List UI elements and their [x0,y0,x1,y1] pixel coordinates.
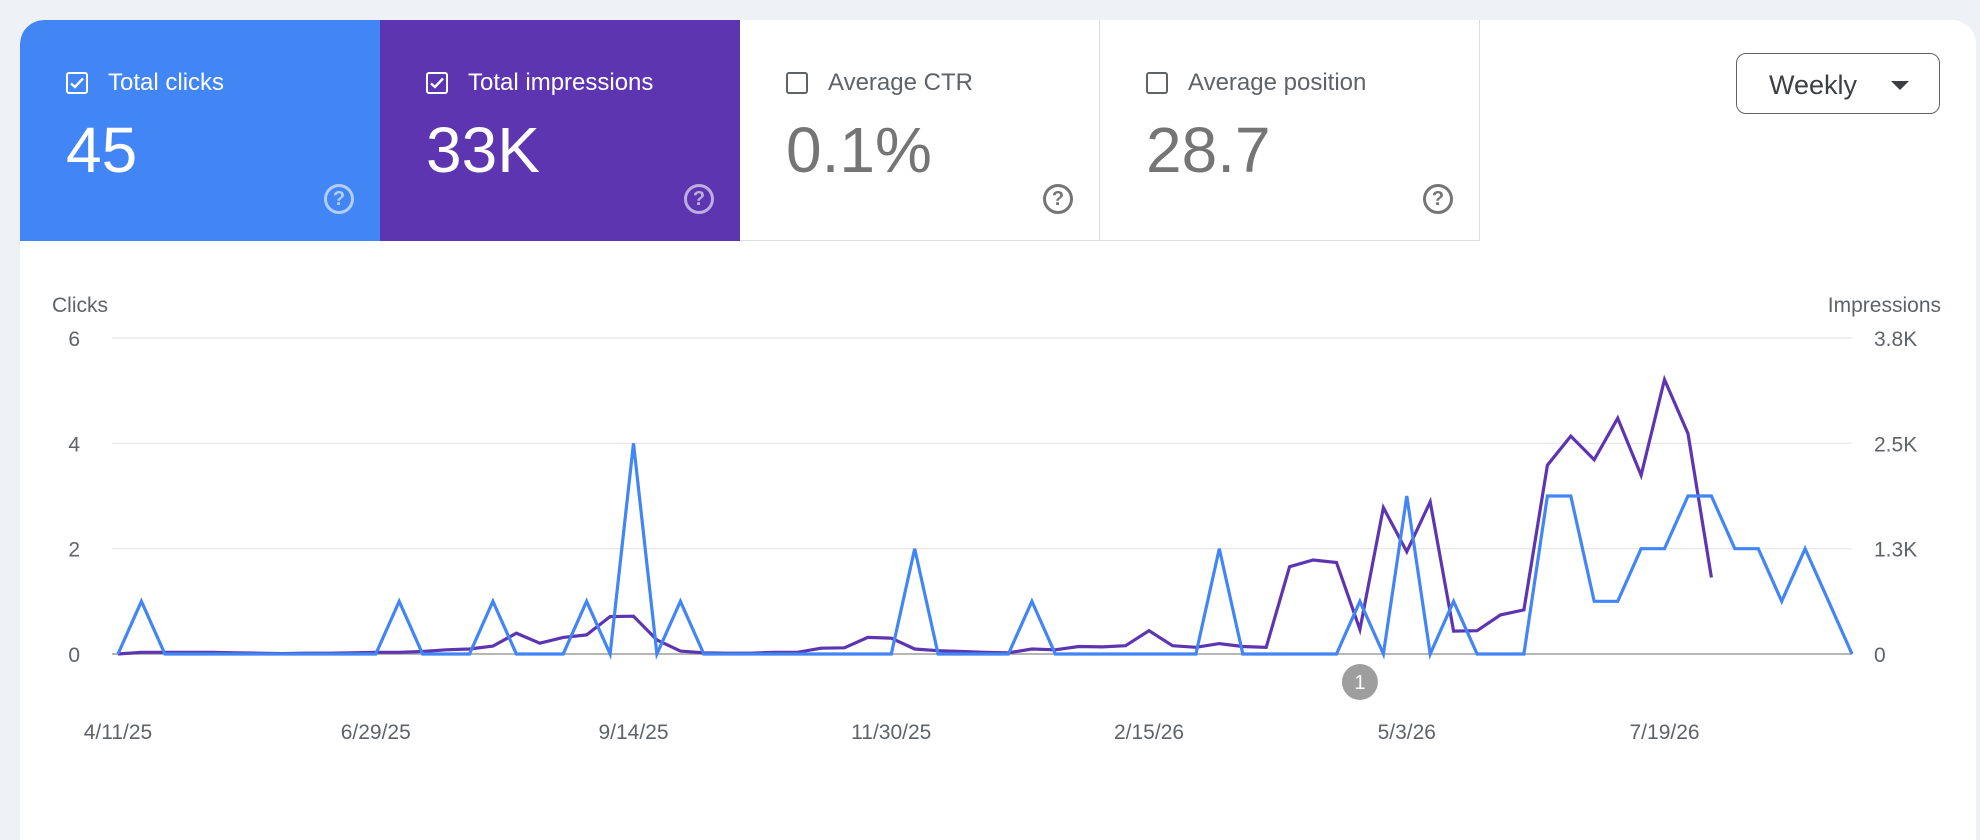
help-icon[interactable]: ? [1043,184,1073,214]
metric-card-average-position[interactable]: Average position 28.7 ? [1100,20,1480,241]
help-icon[interactable]: ? [324,184,354,214]
y-axis-title-left: Clicks [52,294,108,317]
performance-panel: Total clicks 45 ? Total impressions 33K … [20,20,1976,840]
y-tick-label-left: 2 [68,539,80,562]
x-tick-label: 4/11/25 [84,721,153,744]
x-tick-label: 5/3/26 [1378,721,1436,744]
metric-label: Average position [1188,69,1367,96]
metric-value: 0.1% [786,114,932,186]
y-tick-label-left: 0 [68,644,80,667]
metric-label: Total impressions [468,69,654,96]
metric-card-total-clicks[interactable]: Total clicks 45 ? [20,20,380,241]
x-tick-label: 2/15/26 [1114,721,1184,744]
metric-card-total-impressions[interactable]: Total impressions 33K ? [380,20,740,241]
impressions-series-line [117,374,1713,656]
clicks-series-line [116,443,1854,661]
checkbox-checked-icon[interactable] [66,72,88,94]
performance-chart: 6 3.8K 4 2.5K 2 1.3K 0 0 Clicks Impressions 4/11/2… [52,294,1941,744]
annotation-marker[interactable] [1341,664,1378,700]
x-tick-label: 11/30/25 [851,721,931,744]
checkbox-checked-icon[interactable] [426,72,448,94]
y-tick-label-right: 2.5K [1874,433,1917,456]
y-tick-label-left: 4 [68,433,80,456]
annotation-marker-label[interactable]: 1 [1354,672,1365,694]
metric-value: 45 [66,114,138,186]
help-icon[interactable]: ? [1423,184,1453,214]
period-dropdown[interactable]: Weekly [1736,53,1940,114]
caret-down-icon [1891,81,1909,90]
x-tick-label: 7/19/26 [1630,721,1700,744]
y-tick-label-right: 1.3K [1874,539,1917,562]
checkbox-unchecked-icon[interactable] [1146,72,1168,94]
metric-value: 33K [426,114,540,186]
x-tick-label: 6/29/25 [341,721,411,744]
help-icon[interactable]: ? [684,184,714,214]
metric-label: Average CTR [828,69,973,96]
y-tick-label-right: 0 [1874,644,1886,667]
y-tick-label-right: 3.8K [1874,328,1917,351]
y-axis-title-right: Impressions [1828,294,1941,317]
checkbox-unchecked-icon[interactable] [786,72,808,94]
metric-value: 28.7 [1146,114,1271,186]
metric-card-average-ctr[interactable]: Average CTR 0.1% ? [740,20,1100,241]
metric-label: Total clicks [108,69,225,96]
x-tick-label: 9/14/25 [598,721,668,744]
y-tick-label-left: 6 [68,328,80,351]
period-dropdown-label: Weekly [1769,70,1858,100]
